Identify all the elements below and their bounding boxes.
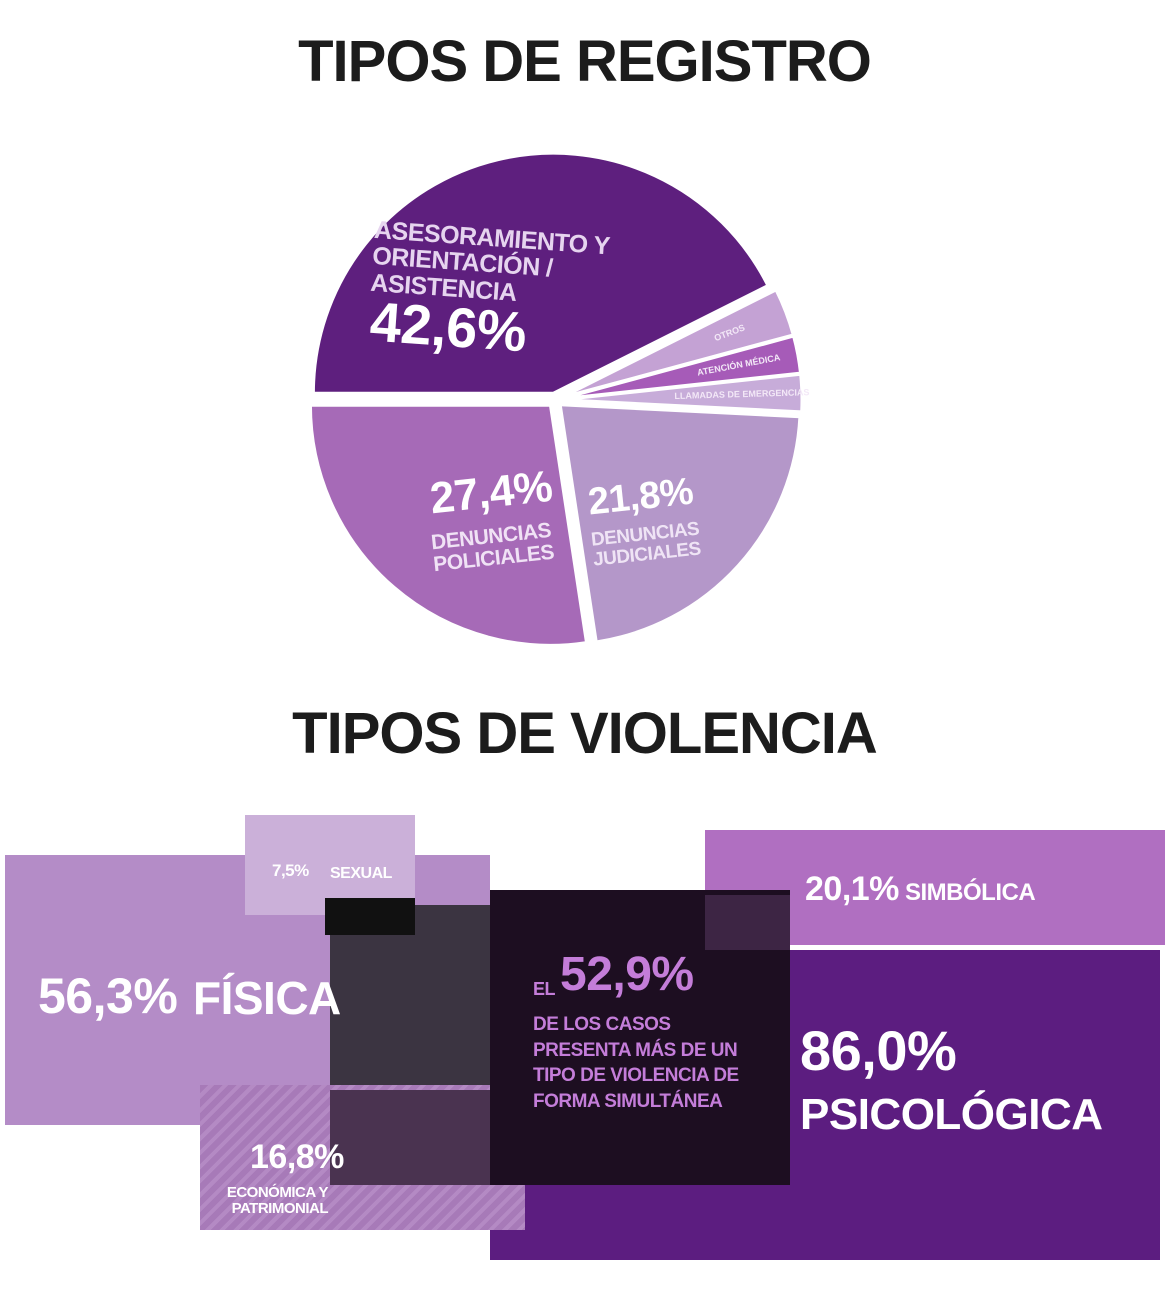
item-value: 7,5%: [272, 861, 309, 880]
item-label: SIMBÓLICA: [905, 879, 1036, 906]
value-label: 42,6%: [368, 289, 529, 364]
item-value: 86,0%: [800, 1019, 957, 1082]
black-patch: [325, 898, 415, 935]
violence-title: TIPOS DE VIOLENCIA: [292, 701, 878, 766]
note-edge: [705, 895, 790, 950]
item-value: 20,1%: [805, 870, 899, 908]
pie-slice: [558, 403, 802, 644]
note-value: 52,9%: [560, 948, 694, 1001]
pie-slice: [308, 403, 589, 647]
note-prefix: EL: [533, 979, 556, 999]
pie-slice: [561, 372, 804, 414]
pie-slice: [311, 151, 770, 395]
item-label: PSICOLÓGICA: [800, 1090, 1103, 1139]
item-label: SEXUAL: [330, 865, 392, 882]
item-label: ECONÓMICA Y PATRIMONIAL: [226, 1184, 329, 1217]
item-label: FÍSICA: [193, 972, 341, 1024]
pie-title: TIPOS DE REGISTRO: [298, 29, 872, 94]
slice-label: LLAMADAS DE EMERGENCIAS: [674, 387, 809, 401]
note-text: DE LOS CASOS PRESENTA MÁS DE UN TIPO DE …: [533, 1014, 739, 1112]
item-value: 56,3%: [38, 968, 178, 1024]
item-value: 16,8%: [250, 1138, 344, 1176]
